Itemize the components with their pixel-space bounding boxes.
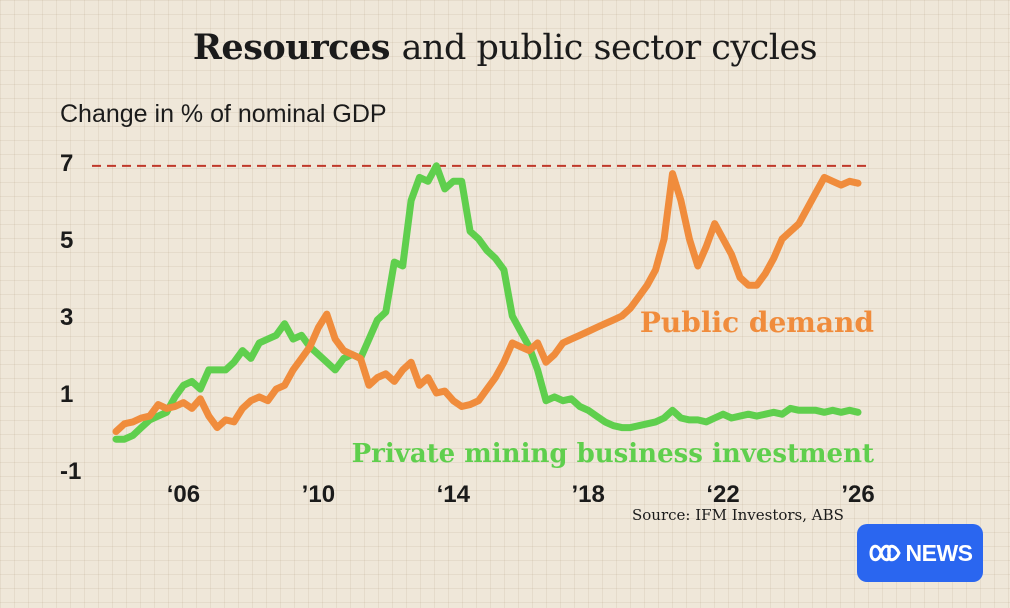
public-demand-label: Public demand (640, 306, 874, 339)
chart-title-bold: Resources (192, 27, 391, 68)
mining-investment-line (112, 162, 862, 443)
abc-news-logo: NEWS (857, 524, 983, 582)
mining-investment-label: Private mining business investment (352, 439, 874, 469)
x-tick-label: ‘22 (706, 481, 739, 508)
y-tick-label: 5 (60, 227, 73, 254)
public-demand-line (112, 170, 862, 435)
abc-lissajous-icon (869, 544, 900, 562)
x-tick-label: ’10 (302, 481, 335, 508)
x-tick-label: ’26 (841, 481, 874, 508)
chart-title-rest: and public sector cycles (401, 28, 818, 68)
chart-title: Resources and public sector cycles (0, 27, 1010, 68)
x-tick-label: ‘14 (437, 481, 471, 508)
y-tick-label: 1 (60, 381, 73, 408)
y-tick-label: -1 (60, 458, 81, 485)
y-tick-label: 7 (60, 150, 73, 177)
source-note: Source: IFM Investors, ABS (632, 506, 844, 524)
y-tick-label: 3 (60, 304, 73, 331)
y-axis-label: Change in % of nominal GDP (60, 100, 387, 128)
x-tick-label: ’18 (571, 481, 604, 508)
logo-text: NEWS (905, 539, 974, 566)
x-tick-label: ‘06 (167, 481, 200, 508)
